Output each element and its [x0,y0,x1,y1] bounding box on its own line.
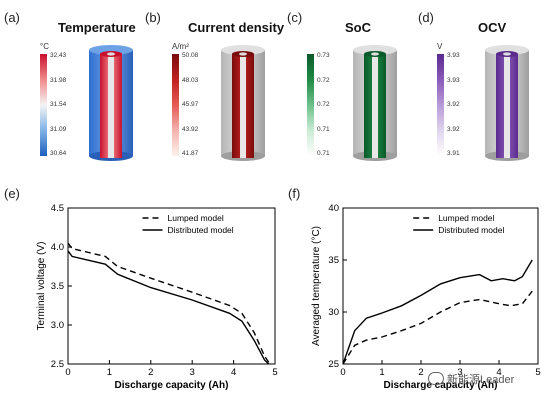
series-line-distributed [342,259,533,365]
series-line-lumped [342,290,533,365]
x-tick-label: 1 [379,367,384,378]
legend-label: Distributed model [168,225,234,235]
y-tick-label: 25 [328,359,339,370]
x-tick-label: 0 [340,367,345,378]
colorbar-temperature [40,54,47,156]
panel-label-ocv: (d) [418,10,434,25]
legend-label: Lumped model [438,213,494,223]
x-tick-label: 2 [148,367,153,378]
panel-title-temperature: Temperature [58,20,136,35]
temperature-chart: 0 1 2 3 4 5 25 30 35 40 Discharge capacity (Ah) Ave… [311,203,541,391]
x-axis-label: Discharge capacity (Ah) [115,380,229,391]
colorbar-unit-ocv: V [437,42,443,51]
cylinder-render-soc [353,45,397,161]
colorbar-unit-current-density: A/m² [172,42,189,51]
plot-frame [342,207,539,365]
y-tick-label: 3.5 [51,281,64,292]
panel-title-current-density: Current density [188,20,285,35]
colorbar-tick-ocv: 3.92 [447,101,460,108]
x-tick-label: 5 [272,367,277,378]
x-tick-label: 3 [457,367,462,378]
x-tick-label: 1 [107,367,112,378]
colorbar-tick-temperature: 32.43 [50,52,67,59]
x-tick-label: 0 [65,367,70,378]
panel-title-ocv: OCV [478,20,507,35]
panel-label-soc: (c) [287,10,303,25]
colorbar-tick-temperature: 31.09 [50,125,67,133]
colorbar-tick-soc: 0.71 [317,125,330,133]
watermark-text: 新能源Leader [447,374,515,386]
cylinder-render-ocv [485,45,529,161]
y-axis-label: Averaged temperature (°C) [311,226,322,346]
x-tick-label: 4 [496,367,501,378]
cylinder-render-temperature [89,45,133,161]
colorbar-current-density [172,54,179,156]
watermark: 新能源Leader [428,371,514,387]
series-line-lumped [67,242,270,363]
colorbar-tick-current-density: 45.97 [182,101,199,108]
colorbar-tick-soc: 0.72 [317,101,330,108]
series-line-distributed [67,250,270,365]
legend-label: Lumped model [168,213,224,223]
x-axis-label: Discharge capacity (Ah) [384,380,498,391]
x-tick-label: 2 [418,367,423,378]
panel-label-e: (e) [4,186,20,201]
y-tick-label: 4.0 [51,242,64,253]
x-tick-label: 4 [231,367,236,378]
y-tick-label: 2.5 [51,359,64,370]
x-tick-label: 5 [535,367,540,378]
colorbar-tick-soc: 0.73 [317,52,330,59]
panel-label-temperature: (a) [4,10,20,25]
y-tick-label: 3.0 [51,320,64,331]
colorbar-tick-ocv: 3.92 [447,125,460,133]
colorbar-soc [307,54,314,156]
voltage-chart: 0 1 2 3 4 5 2.5 3.0 3.5 4.0 4.5 Discharge capacity … [36,203,278,391]
y-tick-label: 35 [328,255,339,266]
panel-title-soc: SoC [345,20,371,35]
panel-label-f: (f) [288,186,301,201]
colorbar-tick-current-density: 41.87 [182,150,199,157]
colorbar-tick-temperature: 30.64 [50,150,67,157]
colorbar-tick-current-density: 43.92 [182,125,199,133]
colorbar-tick-temperature: 31.98 [50,76,67,84]
y-tick-label: 4.5 [51,203,64,214]
colorbar-tick-temperature: 31.54 [50,101,67,108]
colorbar-ocv [437,54,444,156]
cylinder-render-current-density [221,45,265,161]
x-tick-label: 3 [190,367,195,378]
colorbar-unit-temperature: °C [40,42,49,51]
panel-label-current-density: (b) [145,10,161,25]
wechat-icon [428,372,444,385]
colorbar-tick-current-density: 48.03 [182,76,199,84]
legend-label: Distributed model [438,225,504,235]
y-tick-label: 30 [328,307,339,318]
colorbar-tick-ocv: 3.93 [447,76,460,84]
colorbar-tick-ocv: 3.93 [447,52,460,59]
colorbar-tick-soc: 0.71 [317,150,330,157]
colorbar-tick-ocv: 3.91 [447,150,460,157]
y-axis-label: Terminal voltage (V) [36,242,47,331]
y-tick-label: 40 [328,203,339,214]
colorbar-tick-current-density: 50.08 [182,52,199,59]
colorbar-tick-soc: 0.72 [317,76,330,84]
